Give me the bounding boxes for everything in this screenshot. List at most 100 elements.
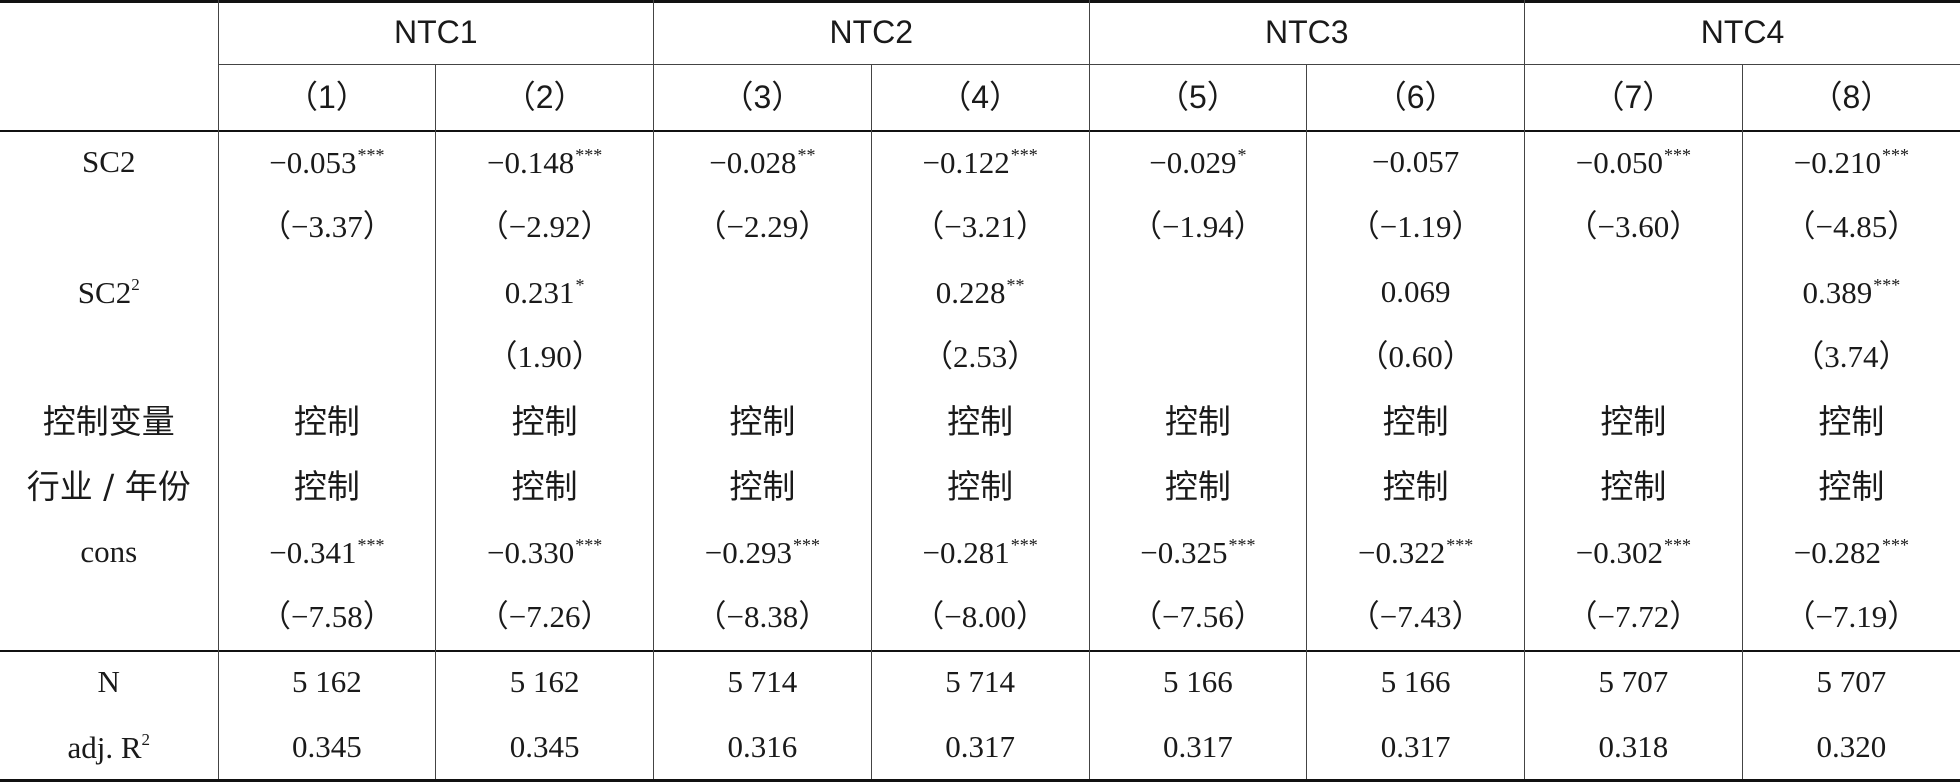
table-cell: （−1.94） [1088,194,1307,259]
table-cell: −0.341*** [217,519,436,584]
table-cell: 控制 [870,454,1089,519]
row-label-superscript: 2 [141,729,151,749]
table-cell [653,324,872,389]
table-cell: 5 162 [217,649,436,714]
column-header: （3） [653,64,872,129]
significance-stars: *** [1010,534,1038,555]
table-cell: 0.317 [870,714,1089,779]
row-label: 行业 / 年份 [0,454,218,519]
table-row: cons −0.341*** −0.330*** −0.293*** −0.281***… [0,519,1960,584]
row-label-text: 行业 / 年份 [26,467,191,506]
cell-value: −0.322 [1358,534,1446,570]
table-cell: （−7.56） [1088,584,1307,649]
cell-value: 0.317 [945,729,1015,764]
cell-value: 控制 [511,467,578,506]
cell-value: （0.60） [1357,339,1474,374]
table-cell: （−4.85） [1741,194,1960,259]
table-cell: −0.210*** [1741,129,1960,194]
cell-value: （2.53） [922,339,1039,374]
significance-stars: * [1237,144,1247,165]
row-label-text: SC2 [82,144,136,179]
significance-stars: *** [1010,144,1038,165]
cell-value: （−7.58） [260,599,394,634]
cell-value: （−7.26） [477,599,612,634]
cell-value: 0.069 [1380,274,1451,309]
table-cell: （−7.26） [435,584,654,649]
table-cell: −0.330*** [435,519,654,584]
table-cell: （−1.19） [1306,194,1525,259]
table-cell: （−7.72） [1524,584,1743,649]
table-cell: （0.60） [1306,324,1525,389]
table-cell: −0.302*** [1524,519,1743,584]
column-header: （2） [435,64,654,129]
cell-value: 控制 [293,402,360,441]
table-cell: 0.345 [435,714,654,779]
table-cell: 0.318 [1524,714,1743,779]
table-cell: （−2.29） [653,194,872,259]
cell-value: −0.028 [709,144,797,180]
table-cell [1088,259,1307,324]
group-header-ntc3: NTC3 [1088,0,1525,65]
cell-value: 0.228 [935,274,1006,310]
cell-value: 控制 [511,402,578,441]
corner-cell [0,0,218,129]
table-cell: 5 714 [653,649,872,714]
cell-value: 0.320 [1816,729,1887,764]
cell-value: 控制 [1818,402,1885,441]
table-cell: 5 707 [1524,649,1743,714]
table-row: N 5 162 5 162 5 714 5 714 5 166 5 166 5 707 5 70… [0,649,1960,714]
cell-value: （3.74） [1793,339,1910,374]
cell-value: −0.293 [704,534,792,570]
cell-value: 控制 [729,402,796,441]
table-cell: 0.069 [1306,259,1525,324]
row-label [0,194,218,259]
significance-stars: *** [1228,534,1256,555]
significance-stars: *** [575,534,603,555]
significance-stars: *** [1873,274,1901,295]
table-cell: 0.320 [1741,714,1960,779]
table-cell: −0.325*** [1088,519,1307,584]
significance-stars: *** [1881,534,1909,555]
table-row: （1.90） （2.53） （0.60） （3.74） [0,324,1960,389]
column-header: （4） [870,64,1089,129]
table-cell: −0.028** [653,129,872,194]
cell-value: 控制 [1382,402,1449,441]
column-header-row: （1） （2） （3） （4） （5） （6） （7） （8） [0,64,1960,129]
table-cell: 控制 [653,389,872,454]
table-cell: 0.317 [1306,714,1525,779]
row-label: 控制变量 [0,389,218,454]
group-header-ntc1: NTC1 [217,0,654,65]
table-row: SC22 0.231* 0.228** 0.069 0.389*** [0,259,1960,324]
cell-value: （−7.43） [1348,599,1483,634]
cell-value: （−8.00） [913,599,1047,634]
table-cell: 控制 [1088,454,1307,519]
cell-value: 0.316 [727,729,798,764]
significance-stars: *** [575,144,603,165]
table-cell: −0.053*** [217,129,436,194]
cell-value: 5 707 [1598,664,1669,699]
cell-value: （−1.94） [1131,209,1265,244]
table-cell: −0.122*** [870,129,1089,194]
table-row: 行业 / 年份 控制 控制 控制 控制 控制 控制 控制 控制 [0,454,1960,519]
cell-value: 控制 [1164,402,1231,441]
row-label: cons [0,519,218,584]
significance-stars: *** [1663,534,1691,555]
cell-value: 控制 [729,467,796,506]
table-cell: 0.389*** [1741,259,1960,324]
table-row: SC2 −0.053*** −0.148*** −0.028** −0.122*** −0… [0,129,1960,194]
group-header-ntc4: NTC4 [1524,0,1960,65]
cell-value: 5 714 [727,664,798,699]
table-cell: 控制 [217,454,436,519]
table-cell: （−2.92） [435,194,654,259]
table-row: （−7.58） （−7.26） （−8.38） （−8.00） （−7.56） （−7.4… [0,584,1960,649]
table-cell: −0.050*** [1524,129,1743,194]
table-cell [217,324,436,389]
row-label-text: N [97,664,120,699]
table-cell: 控制 [1088,389,1307,454]
table-cell: −0.148*** [435,129,654,194]
cell-value: 0.231 [504,274,575,310]
cell-value: 5 714 [945,664,1015,699]
row-label-superscript: 2 [131,274,140,294]
cell-value: −0.341 [269,534,357,570]
